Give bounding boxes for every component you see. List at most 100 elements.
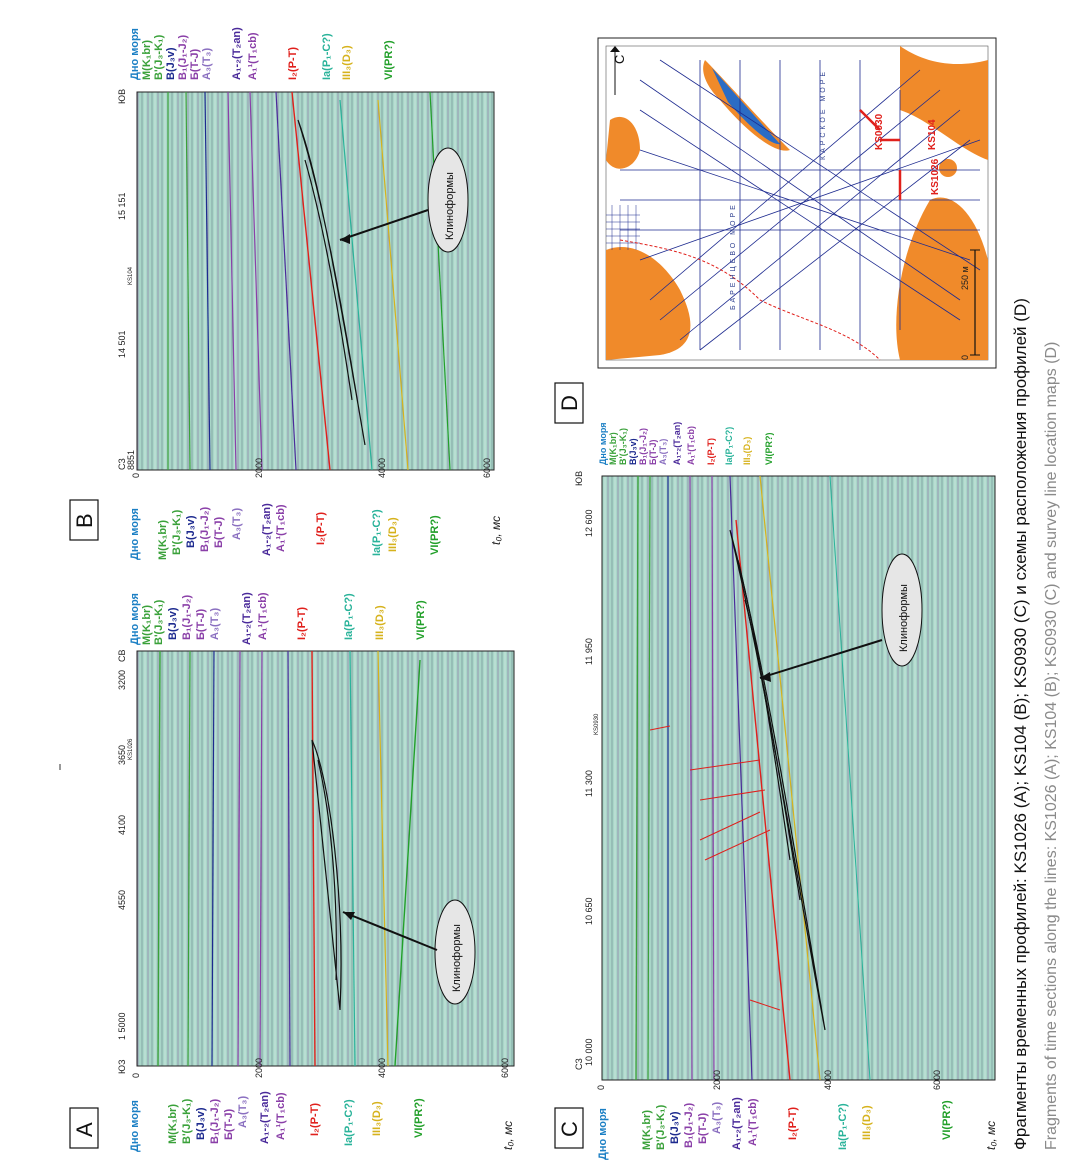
legend-label: A₁¹(T₁cb) — [247, 32, 259, 80]
panel-b-time-tick: 4000 — [377, 458, 387, 478]
legend-label: I₂(P-T) — [309, 1103, 321, 1136]
panel-c-letter: C — [557, 1121, 582, 1137]
panel-c-cdp-tick: 10 000 — [584, 1038, 594, 1066]
legend-label: B₁(J₁-J₂) — [177, 35, 189, 80]
legend-label: Дно моря — [597, 1108, 609, 1160]
panel-c-seismic — [601, 475, 996, 1081]
legend-label: Ia(P₁-C?) — [321, 33, 333, 80]
legend-label: A₃(T₃) — [711, 1102, 723, 1134]
panel-a-letter: A — [72, 1122, 97, 1137]
legend-label: A₁¹(T₁cb) — [686, 426, 696, 465]
panel-c-cdp-tick: 11 300 — [584, 770, 594, 797]
legend-label: M(K₁br) — [641, 1110, 653, 1150]
legend-label: VI(PR?) — [383, 40, 395, 80]
panel-c: C Клиноформы СЗ ЮВ 10 000 10 650 11 300 … — [554, 422, 998, 1160]
panel-b-right-end: ЮВ — [117, 89, 127, 104]
legend-label: A₁¹(T₁cb) — [747, 1098, 759, 1146]
legend-label: VI(PR?) — [941, 1100, 953, 1140]
panel-c-left-end: СЗ — [574, 1058, 584, 1070]
legend-label: A₁-₂(T₂an) — [731, 1097, 743, 1150]
legend-label: B₁(J₁-J₂) — [683, 1103, 695, 1148]
legend-label: Б(T-J) — [223, 1109, 235, 1140]
legend-label: Б(T-J) — [213, 517, 225, 548]
panel-a-letter-box — [69, 1107, 99, 1149]
legend-label: A₁¹(T₁cb) — [275, 504, 287, 552]
boundary-line — [619, 239, 881, 361]
panel-c-cdp-tick: 11 950 — [584, 638, 594, 665]
glacier — [712, 68, 780, 145]
panel-c-time-tick: 0 — [596, 1085, 606, 1090]
legend-label: Б(T-J) — [648, 440, 658, 465]
legend-label: Ia(P₁-C?) — [837, 1103, 849, 1150]
legend-label: I₂(P-T) — [706, 438, 716, 465]
legend-label: M(K₁br) — [167, 1104, 179, 1144]
land-southeast — [896, 197, 988, 360]
legend-label: B₁(J₁-J₂) — [638, 428, 648, 465]
panel-b-annotation: Клиноформы — [444, 172, 456, 240]
caption-en: Fragments of time sections along the lin… — [1043, 342, 1060, 1150]
legend-label: A₁-₂(T₂an) — [259, 1091, 271, 1144]
legend-label: B'(J₃-K₁) — [181, 1098, 193, 1144]
legend-label: Дно моря — [598, 422, 608, 465]
panel-a-line-id: KS1026 — [128, 738, 134, 760]
panel-c-right-end: ЮВ — [574, 471, 584, 486]
legend-label: B'(J₃-K₁) — [171, 509, 183, 555]
panel-c-line-id: KS0930 — [594, 713, 600, 735]
legend-label: Дно моря — [129, 593, 141, 645]
profile-ks0930 — [859, 109, 881, 131]
legend-label: III₃(D₃) — [742, 437, 752, 465]
panel-a-time-tick: 2000 — [254, 1058, 264, 1078]
panel-c-legend-right: Дно моря M(K₁br) B'(J₃-K₁) B(J₃v) B₁(J₁-… — [598, 422, 774, 465]
legend-label: A₃(T₃) — [209, 608, 221, 640]
legend-label: B(J₃v) — [165, 47, 177, 80]
map-label-ks0930: KS0930 — [874, 113, 885, 150]
legend-label: I₂(P-T) — [787, 1107, 799, 1140]
map-kara-sea: КАРСКОЕ МОРЕ — [820, 69, 827, 160]
legend-label: A₁-₂(T₂an) — [231, 27, 243, 80]
panel-b-cdp-tick: 15 151 — [117, 192, 127, 220]
legend-label: B'(J₃-K₁) — [153, 34, 165, 80]
legend-label: M(K₁br) — [141, 40, 153, 80]
legend-label: B'(J₃-K₁) — [655, 1104, 667, 1150]
legend-label: VI(PR?) — [764, 432, 774, 465]
panel-a-legend: Дно моря M(K₁br) B'(J₃-K₁) B(J₃v) B₁(J₁-… — [129, 1091, 425, 1152]
legend-label: M(K₁br) — [157, 520, 169, 560]
legend-label: Ia(P₁-C?) — [343, 593, 355, 640]
panel-a-time-axis: t₀, мс — [501, 1121, 515, 1150]
legend-label: I₂(P-T) — [296, 607, 308, 640]
map-scale-label: 250 м — [960, 266, 970, 290]
legend-label: Дно моря — [129, 28, 141, 80]
legend-label: M(K₁br) — [141, 605, 153, 645]
legend-label: III₃(D₃) — [387, 517, 399, 552]
land-kolguev — [939, 159, 957, 177]
panel-a-time-tick: 6000 — [500, 1058, 510, 1078]
panel-a-legend-right: Дно моря M(K₁br) B'(J₃-K₁) B(J₃v) B₁(J₁-… — [129, 592, 427, 645]
panel-b-letter: B — [72, 513, 97, 528]
legend-label: VI(PR?) — [413, 1098, 425, 1138]
panel-b-cdp-tick: 8851 — [126, 450, 136, 470]
panel-b-time-tick: 6000 — [482, 458, 492, 478]
caption-ru: Фрагменты временных профилей: KS1026 (A)… — [1011, 298, 1030, 1150]
panel-a-cdp-tick: 4100 — [117, 815, 127, 835]
legend-label: A₁¹(T₁cb) — [257, 592, 269, 640]
legend-label: VI(PR?) — [429, 515, 441, 555]
legend-label: A₁-₂(T₂an) — [672, 422, 682, 465]
panel-a-cdp-tick: 4550 — [117, 890, 127, 910]
panel-b-time-axis: t₀, мс — [489, 516, 503, 545]
legend-label: I₂(P-T) — [315, 512, 327, 545]
legend-label: B(J₃v) — [167, 607, 179, 640]
legend-label: B(J₃v) — [628, 438, 638, 465]
legend-label: A₁¹(T₁cb) — [275, 1092, 287, 1140]
legend-label: B₁(J₁-J₂) — [181, 595, 193, 640]
panel-b: B Клиноформы СЗ ЮВ 8851 14 501 15 151 KS… — [69, 27, 503, 560]
panel-b-line-id: KS104 — [128, 266, 134, 285]
legend-label: A₁-₂(T₂an) — [261, 503, 273, 556]
legend-label: B(J₃v) — [185, 515, 197, 548]
legend-label: M(K₁br) — [608, 432, 618, 465]
panel-c-cdp-tick: 10 650 — [584, 897, 594, 925]
legend-label: A₃(T₃) — [237, 1096, 249, 1128]
panel-c-time-tick: 2000 — [712, 1070, 722, 1090]
legend-label: A₃(T₃) — [658, 439, 668, 465]
legend-label: B₁(J₁-J₂) — [209, 1099, 221, 1144]
